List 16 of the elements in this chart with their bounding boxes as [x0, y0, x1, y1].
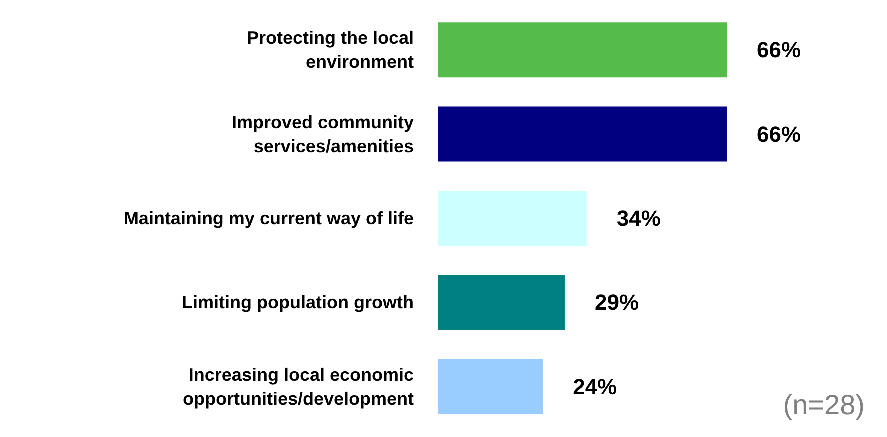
data-label: 66% — [757, 122, 802, 147]
bar — [438, 191, 587, 246]
text: (n=28) — [783, 390, 865, 420]
data-label: 24% — [573, 374, 618, 400]
y-tick-label: Maintaining my current way of life — [124, 208, 414, 228]
y-tick-label: Increasing local economic opportunities/development — [182, 364, 414, 409]
bar — [438, 275, 565, 330]
bar — [438, 22, 727, 78]
data-label: 66% — [757, 38, 802, 63]
bar — [438, 106, 727, 162]
y-tick-label: Protecting the local environment — [246, 28, 414, 72]
data-label: 29% — [594, 290, 640, 316]
data-label: 34% — [616, 206, 661, 231]
y-tick-label: Limiting population growth — [182, 292, 414, 313]
bar — [438, 359, 544, 414]
y-tick-label: Improved community services/amenities — [232, 112, 414, 156]
